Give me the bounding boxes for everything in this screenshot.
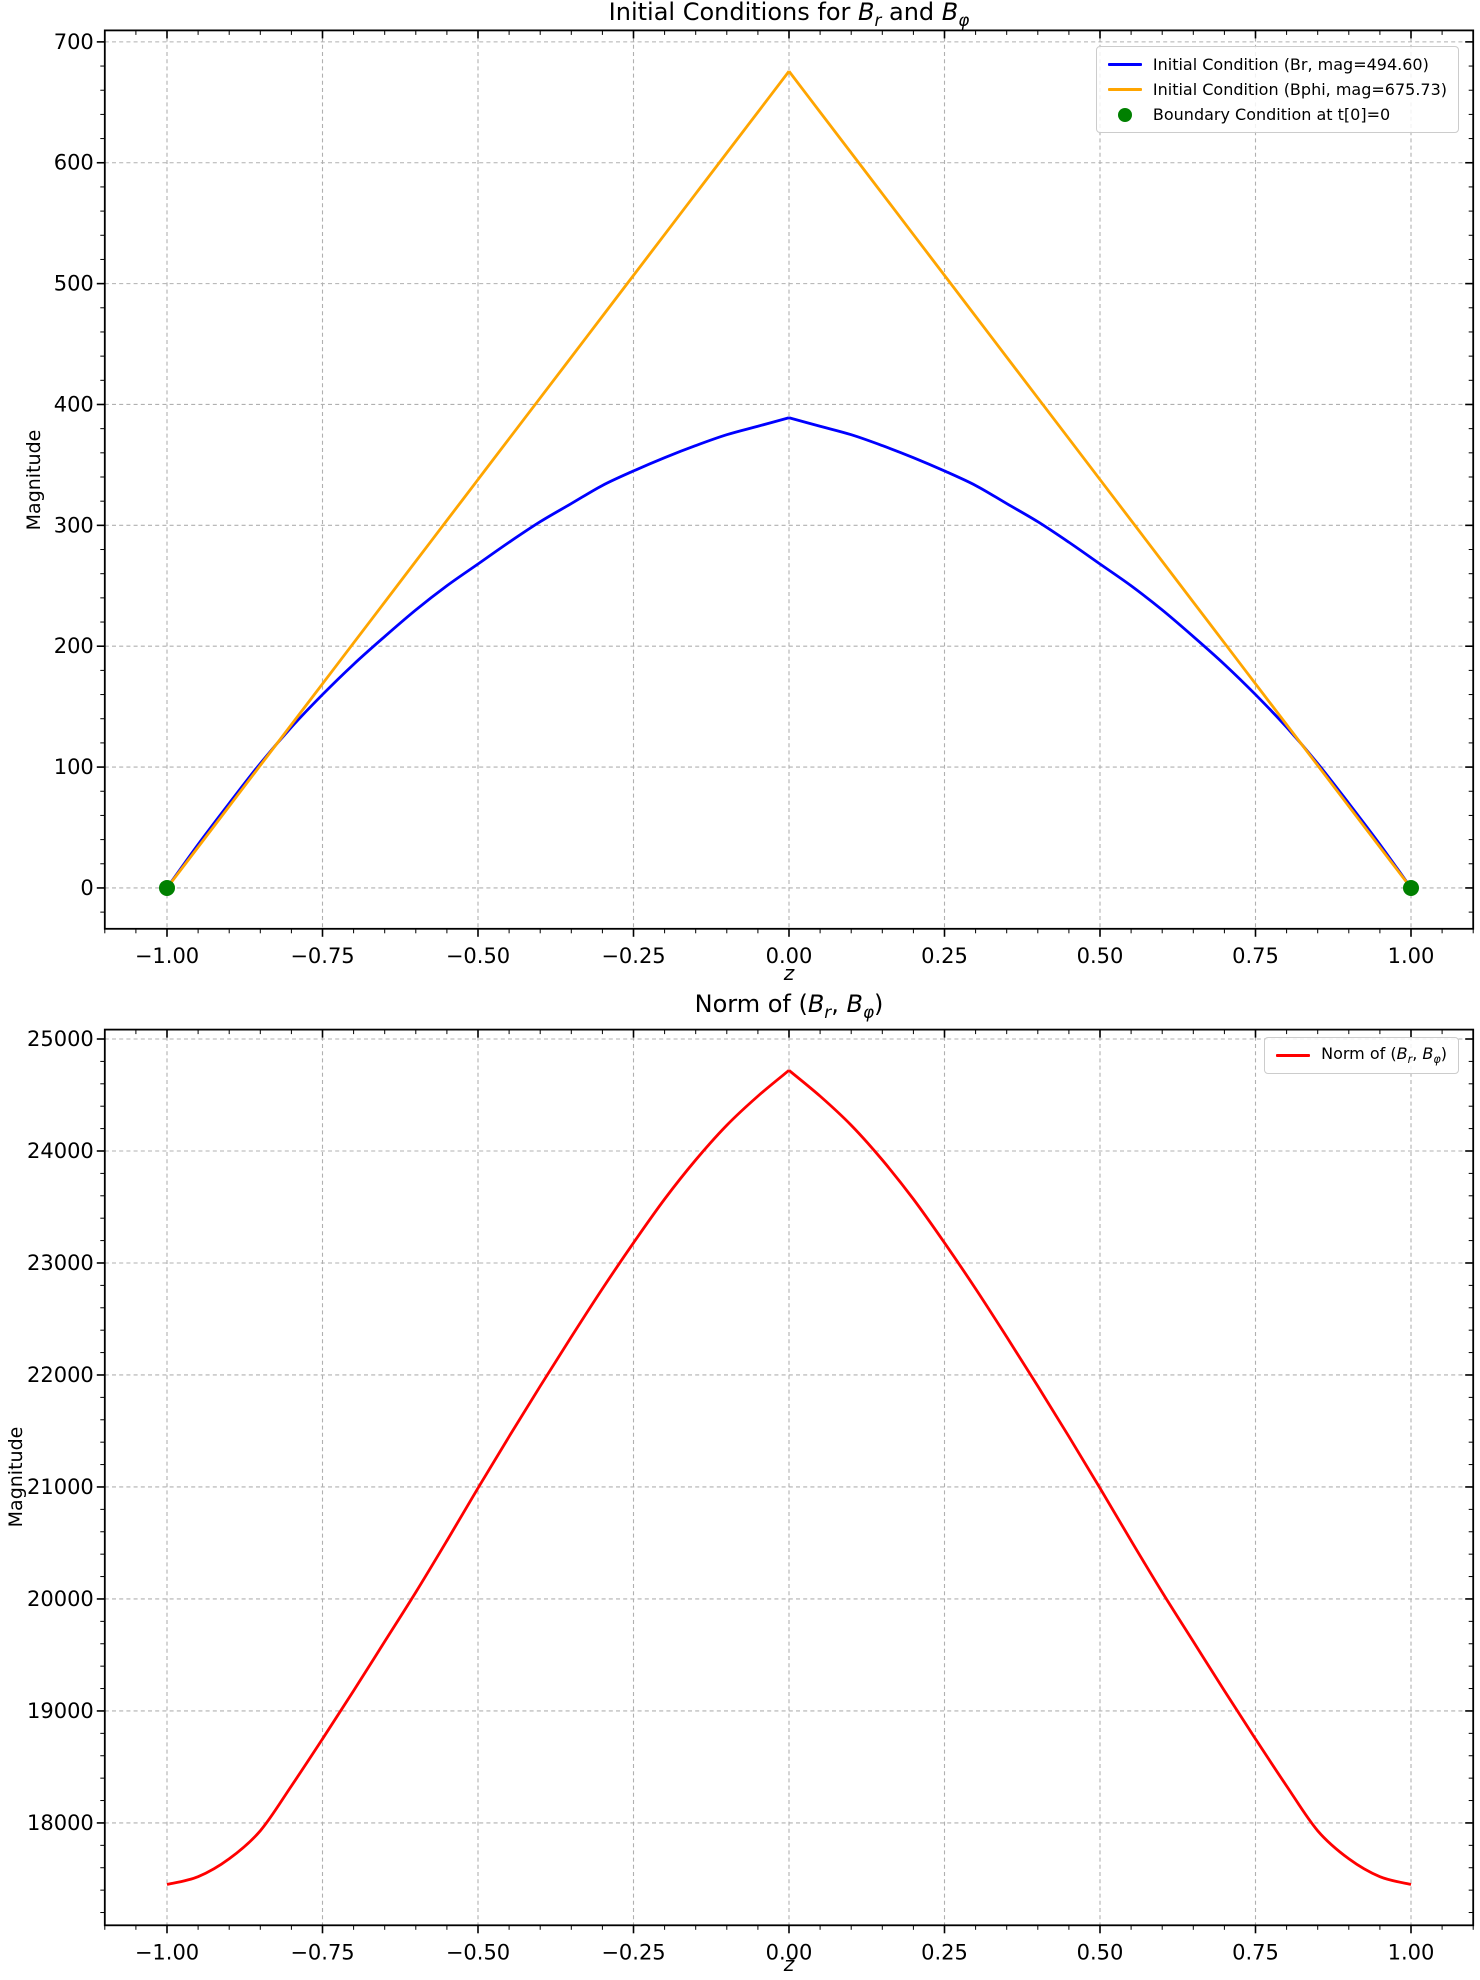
legend-item: Norm of (Br, Bφ) <box>1276 1044 1447 1067</box>
legend-line-swatch <box>1107 87 1144 92</box>
legend-line-icon <box>1276 1053 1311 1058</box>
chart-title-text: , <box>831 990 847 1019</box>
bottom-ylabel-magnitude: Magnitude <box>5 1427 27 1528</box>
br-curve <box>165 416 1413 889</box>
chart-title-math: B <box>807 990 825 1019</box>
x-tick-label: −1.00 <box>135 944 199 968</box>
y-tick-label: 500 <box>54 272 94 296</box>
y-tick-label: 20000 <box>27 1587 94 1611</box>
y-tick-label: 23000 <box>27 1251 94 1275</box>
x-tick-label: −0.25 <box>601 944 665 968</box>
legend-label-text: Boundary Condition at t[0]=0 <box>1152 105 1391 124</box>
bottom-legend: Norm of (Br, Bφ) <box>1264 1037 1459 1074</box>
legend-dot-swatch <box>1108 107 1144 122</box>
x-tick-label: −0.50 <box>446 1941 510 1965</box>
y-tick-label: 300 <box>54 513 94 537</box>
legend-dot-icon <box>1117 107 1132 122</box>
legend-label-text: Norm of ( <box>1321 1044 1397 1064</box>
y-tick-label: 22000 <box>27 1363 94 1387</box>
top-legend: Initial Condition (Br, mag=494.60) Initia… <box>1095 46 1459 133</box>
legend-dot-wrap <box>1108 107 1142 122</box>
y-tick-label: 21000 <box>27 1475 94 1499</box>
bphi-curve <box>165 70 1413 889</box>
y-tick-label: 100 <box>54 755 94 779</box>
x-tick-label: 1.00 <box>1388 944 1435 968</box>
chart-title-math: B <box>941 0 959 27</box>
legend-line-icon <box>1107 87 1142 92</box>
chart-title-math-sub: φ <box>862 1001 875 1022</box>
y-tick-label: 600 <box>54 151 94 175</box>
x-tick-label: 0.50 <box>1077 944 1124 968</box>
chart-title-sub: φ <box>958 10 969 30</box>
legend-label: Initial Condition (Br, mag=494.60) <box>1153 55 1429 74</box>
legend-label-math: B <box>1422 1044 1434 1064</box>
bottom-chart-title: Norm of (Br, Bφ) <box>695 990 884 1022</box>
legend-label: Norm of (Br, Bφ) <box>1321 1044 1447 1066</box>
norm-curve <box>166 1069 1412 1886</box>
legend-item: Initial Condition (Br, mag=494.60) <box>1107 54 1447 75</box>
chart-title-text: Initial Conditions for <box>608 0 858 27</box>
x-tick-label: 0.25 <box>921 944 968 968</box>
chart-title-math-sub: r <box>824 1001 832 1022</box>
x-tick-label: 1.00 <box>1388 1941 1435 1965</box>
x-tick-label: −0.50 <box>446 944 510 968</box>
chart-title-math-sub: r <box>874 9 882 30</box>
chart-title-text: Norm of ( <box>694 990 808 1019</box>
legend-label-math: B <box>1396 1044 1408 1064</box>
boundary-point <box>159 879 175 896</box>
legend-label: Boundary Condition at t[0]=0 <box>1153 105 1390 124</box>
x-tick-label: 0.50 <box>1077 1941 1124 1965</box>
x-tick-label: −0.75 <box>290 944 354 968</box>
x-tick-label: −0.75 <box>290 1941 354 1965</box>
axes-spines <box>103 29 1475 930</box>
chart-title-text: ) <box>874 990 884 1019</box>
chart-title-math: B <box>846 990 863 1019</box>
top-xlabel-z: z <box>783 961 795 985</box>
y-tick-label: 24000 <box>27 1139 94 1163</box>
top-ylabel-magnitude: Magnitude <box>23 429 45 530</box>
bottom-xlabel-z: z <box>783 1952 795 1976</box>
boundary-point <box>1403 879 1419 896</box>
y-tick-label: 700 <box>54 30 94 54</box>
legend-item: Initial Condition (Bphi, mag=675.73) <box>1107 79 1447 100</box>
y-tick-label: 25000 <box>27 1027 94 1051</box>
chart-title-sub: φ <box>863 1002 874 1022</box>
legend-label-text: Initial Condition (Br, mag=494.60) <box>1152 55 1429 74</box>
axes-spines <box>103 1028 1475 1927</box>
legend-label-text: , <box>1412 1044 1423 1064</box>
x-tick-label: −1.00 <box>135 1941 199 1965</box>
legend-line-icon <box>1107 62 1142 67</box>
legend-line-swatch <box>1107 62 1144 67</box>
y-tick-label: 0 <box>80 876 93 900</box>
y-tick-label: 19000 <box>27 1699 94 1723</box>
y-tick-label: 200 <box>54 634 94 658</box>
x-tick-label: −0.25 <box>601 1941 665 1965</box>
x-tick-label: 0.25 <box>921 1941 968 1965</box>
legend-label-math-sub: φ <box>1433 1053 1441 1067</box>
chart-title-math-sub: φ <box>958 9 970 30</box>
legend-label-sub: φ <box>1433 1054 1440 1067</box>
chart-title-math: B <box>857 0 875 27</box>
top-chart-title: Initial Conditions for Br and Bφ <box>609 0 970 30</box>
chart-title-text: and <box>881 0 942 27</box>
legend-line-swatch <box>1276 1053 1312 1058</box>
chart-title-sub: r <box>874 10 881 30</box>
legend-label-math-sub: r <box>1407 1053 1413 1067</box>
x-tick-label: 0.75 <box>1232 1941 1279 1965</box>
chart-title-sub: r <box>824 1002 831 1022</box>
x-tick-label: 0.75 <box>1232 944 1279 968</box>
legend-label-sub: r <box>1408 1054 1413 1067</box>
y-tick-label: 400 <box>54 392 94 416</box>
legend-label: Initial Condition (Bphi, mag=675.73) <box>1153 80 1447 99</box>
legend-label-text: ) <box>1440 1044 1447 1064</box>
legend-label-text: Initial Condition (Bphi, mag=675.73) <box>1152 80 1447 99</box>
y-tick-label: 18000 <box>27 1811 94 1835</box>
legend-item: Boundary Condition at t[0]=0 <box>1108 104 1447 125</box>
